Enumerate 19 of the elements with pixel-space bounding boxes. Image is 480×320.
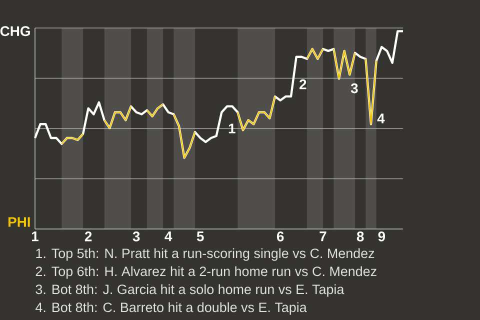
annotation: 4 <box>377 114 385 124</box>
text: CHG <box>0 26 30 36</box>
x-tick-label: 8 <box>356 232 364 242</box>
annotation: 1 <box>228 124 236 134</box>
x-tick-label: 5 <box>196 232 204 242</box>
annotation: 3 <box>350 83 358 94</box>
x-tick-label: 9 <box>378 232 386 242</box>
text: 1. Top 5th: N. Pratt hit a run-scoring single vs C. Mendez <box>36 248 374 261</box>
annotation: 2 <box>300 79 306 90</box>
text: PHI <box>8 217 30 227</box>
text: 3. Bot 8th: J. Garcia hit a solo home run vs E. Tapia <box>36 284 344 297</box>
text: 4. Bot 8th: C. Barreto hit a double vs E. Tapia <box>36 302 307 315</box>
x-tick-label: 7 <box>320 232 326 242</box>
text: 2. Top 6th: H. Alvarez hit a 2-run home run vs C. Mendez <box>36 266 376 279</box>
x-tick-label: 4 <box>164 232 172 242</box>
x-tick-label: 6 <box>276 232 284 242</box>
x-tick-label: 1 <box>32 232 38 242</box>
x-tick-label: 3 <box>132 232 140 242</box>
x-tick-label: 2 <box>84 232 92 242</box>
